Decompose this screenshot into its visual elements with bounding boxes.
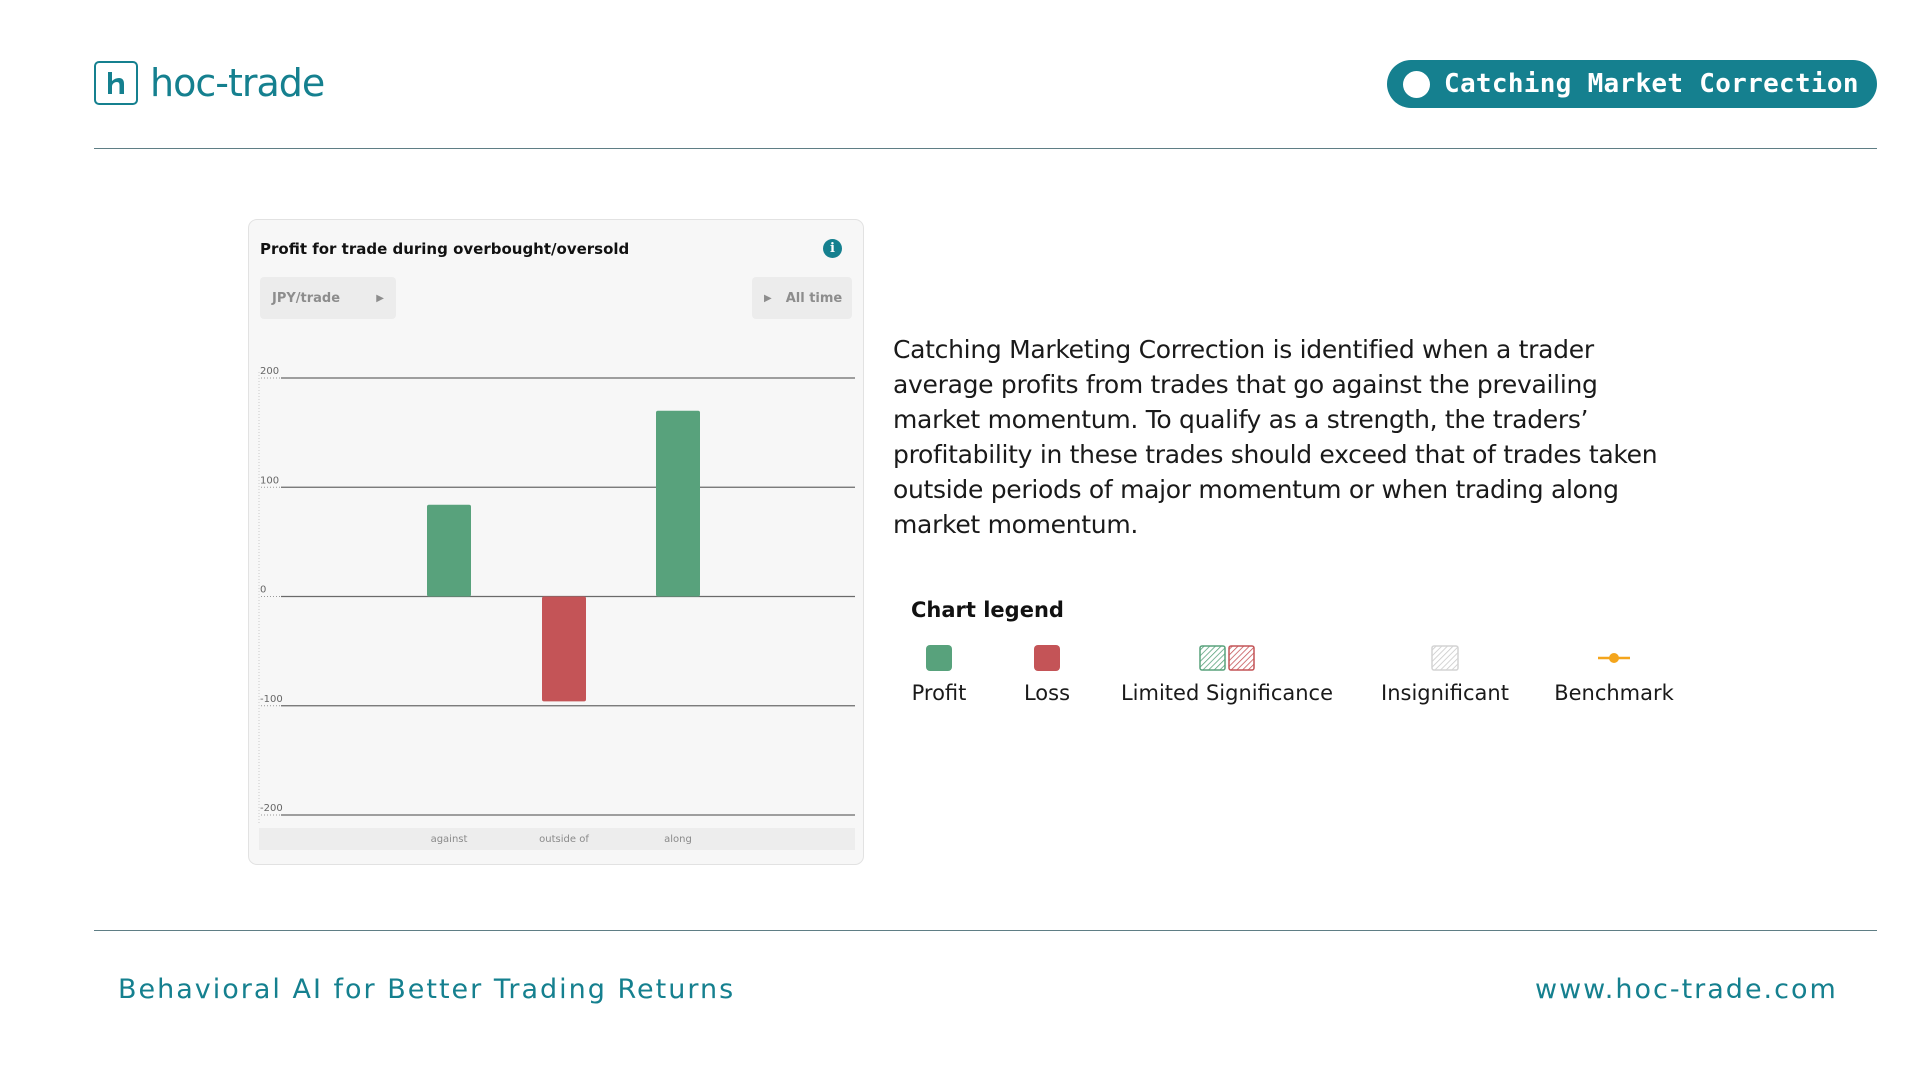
section-badge: Catching Market Correction (1387, 60, 1877, 108)
y-tick-label: 200 (260, 366, 279, 377)
bar-outside-of (542, 596, 586, 702)
bar-along (656, 410, 700, 597)
profit-swatch-icon (926, 644, 952, 672)
y-tick-label: 0 (260, 585, 266, 596)
legend-label-benchmark: Benchmark (1554, 681, 1674, 705)
footer-divider (94, 930, 1877, 931)
legend-item-insignificant: Insignificant (1375, 644, 1515, 705)
legend-label-loss: Loss (1023, 681, 1071, 705)
y-tick-label: 100 (260, 475, 279, 486)
legend-label-insignificant: Insignificant (1381, 681, 1509, 705)
legend-label-limited-significance: Limited Significance (1120, 681, 1334, 705)
x-tick-label: outside of (539, 834, 589, 845)
section-badge-label: Catching Market Correction (1444, 69, 1859, 99)
footer-website-link[interactable]: www.hoc-trade.com (1535, 974, 1838, 1005)
footer-tagline: Behavioral AI for Better Trading Returns (118, 974, 736, 1005)
period-selector[interactable]: ▶ All time (752, 277, 852, 319)
loss-swatch-icon (1034, 644, 1060, 672)
caret-right-icon: ▶ (376, 292, 384, 304)
legend-title: Chart legend (911, 598, 1064, 622)
bar-chart: 200 100 0 -100 -200 against outside of along (258, 366, 855, 850)
x-axis-band (259, 828, 855, 850)
info-icon[interactable]: i (823, 239, 842, 258)
badge-dot-icon (1403, 70, 1430, 98)
legend-item-limited-significance: Limited Significance (1120, 644, 1334, 705)
hatched-swatch-icon (1199, 644, 1255, 672)
unit-selector[interactable]: JPY/trade ▶ (260, 277, 396, 319)
x-tick-label: along (664, 834, 692, 845)
bar-against (427, 504, 471, 597)
benchmark-line-icon (1596, 644, 1632, 672)
legend-label-profit: Profit (911, 681, 967, 705)
caret-right-icon: ▶ (764, 292, 772, 304)
header-divider (94, 148, 1877, 149)
y-tick-label: -100 (260, 694, 283, 705)
unit-selector-label: JPY/trade (272, 290, 341, 306)
chart-title: Profit for trade during overbought/overs… (260, 240, 630, 258)
legend-item-benchmark: Benchmark (1551, 644, 1677, 705)
logo-mark-icon (94, 61, 138, 105)
x-tick-label: against (431, 834, 468, 845)
description-text: Catching Marketing Correction is identif… (893, 335, 1658, 539)
legend-item-loss: Loss (1022, 644, 1072, 705)
gray-hatched-swatch-icon (1431, 644, 1459, 672)
chart-card: Profit for trade during overbought/overs… (248, 219, 864, 865)
legend-item-profit: Profit (910, 644, 968, 705)
y-tick-label: -200 (260, 803, 283, 814)
brand-logo: hoc-trade (94, 61, 325, 105)
brand-name: hoc-trade (150, 61, 325, 105)
period-selector-label: All time (785, 290, 843, 306)
